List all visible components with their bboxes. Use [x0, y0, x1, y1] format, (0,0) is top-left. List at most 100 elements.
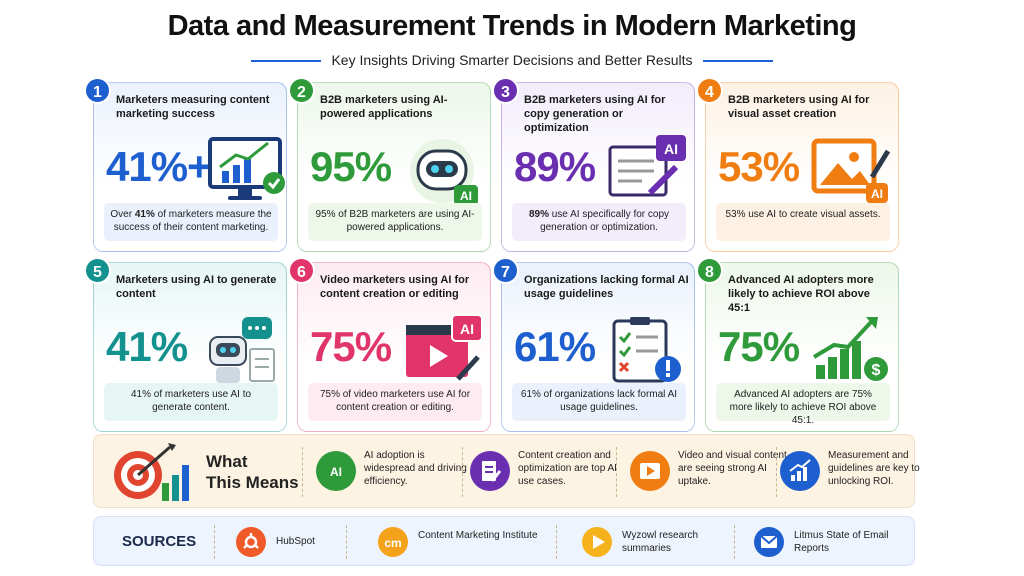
monitor-chart-icon — [208, 137, 285, 200]
robot-chat-icon — [209, 317, 275, 383]
target-chart-icon — [114, 443, 189, 501]
card-number: 2 — [288, 77, 315, 104]
card-description: Over 41% of marketers measure the succes… — [104, 203, 278, 241]
card-title: B2B marketers using AI-powered applicati… — [320, 94, 448, 120]
card-desc-bold: 41% — [134, 209, 155, 220]
what-this-means-title: What This Means — [206, 451, 299, 493]
card-description: 61% of organizations lack formal AI usag… — [512, 383, 686, 421]
card-percentage: 95% — [310, 143, 392, 190]
insight-text: AI adoption is widespread and driving ef… — [364, 450, 467, 487]
card-title: Video marketers using AI for content cre… — [320, 274, 470, 300]
card-desc-post: use AI specifically for copy generation … — [540, 209, 670, 233]
subtitle-rule-left — [251, 60, 322, 63]
subtitle-rule-right — [702, 60, 773, 63]
divider — [734, 525, 735, 559]
checklist-alert-icon — [612, 317, 681, 383]
card-description: 89% use AI specifically for copy generat… — [512, 203, 686, 241]
stat-card: 8 Advanced AI adopters more likely to ac… — [696, 257, 899, 432]
source-text: Content Marketing Institute — [418, 530, 538, 541]
card-percentage: 75% — [718, 323, 800, 370]
card-description: 41% of marketers use AI to generate cont… — [104, 383, 278, 421]
card-description: 75% of video marketers use AI for conten… — [308, 383, 482, 421]
card-percentage: 61% — [514, 323, 596, 370]
svg-text:AI: AI — [460, 321, 474, 337]
card-percentage: 53% — [718, 143, 800, 190]
svg-text:AI: AI — [871, 187, 883, 201]
source-text: HubSpot — [276, 536, 315, 547]
card-description: 53% use AI to create visual assets. — [716, 203, 890, 241]
card-desc-pre: 75% of video marketers use AI for conten… — [319, 389, 471, 413]
insight-text: Content creation and optimization are to… — [518, 450, 617, 487]
card-description: Advanced AI adopters are 75% more likely… — [716, 383, 890, 426]
stat-card: 6 Video marketers using AI for content c… — [288, 257, 491, 432]
card-title: Organizations lacking formal AI usage gu… — [524, 274, 689, 300]
divider — [616, 447, 617, 497]
stat-card: 7 Organizations lacking formal AI usage … — [492, 257, 695, 432]
source-text: Wyzowl research summaries — [622, 530, 699, 554]
card-percentage: 75% — [310, 323, 392, 370]
card-desc-pre: 95% of B2B marketers are using AI-powere… — [315, 209, 475, 233]
insight-text: Video and visual content are seeing stro… — [678, 450, 787, 487]
image-brush-icon: AI — [811, 138, 891, 203]
svg-text:$: $ — [872, 362, 881, 379]
card-number: 8 — [696, 257, 723, 284]
stat-card: 3 B2B marketers using AI for copy genera… — [492, 77, 695, 252]
svg-text:AI: AI — [460, 189, 472, 203]
card-number: 7 — [492, 257, 519, 284]
growth-chart-dollar-icon: $ — [812, 317, 888, 381]
card-desc-post: of marketers measure the success of thei… — [113, 209, 272, 233]
stat-card: 4 B2B marketers using AI for visual asse… — [696, 77, 899, 252]
what-this-means-panel: What This Means AI AI adoption is widesp… — [93, 434, 920, 508]
video-play-icon — [630, 451, 670, 491]
card-desc-pre: 53% use AI to create visual assets. — [725, 209, 881, 220]
sources-title: SOURCES — [122, 533, 197, 550]
card-percentage: 41%+ — [106, 143, 212, 190]
hubspot-logo-icon — [236, 527, 266, 557]
card-number: 1 — [84, 77, 111, 104]
stat-card: 2 B2B marketers using AI-powered applica… — [288, 77, 491, 252]
card-desc-pre: Advanced AI adopters are 75% more likely… — [729, 389, 877, 426]
ai-brain-icon: AI — [316, 451, 356, 491]
stat-card: 1 Marketers measuring content marketing … — [84, 77, 287, 252]
chart-arrow-icon — [780, 451, 820, 491]
card-percentage: 89% — [514, 143, 596, 190]
card-title: Marketers using AI to generate content — [116, 274, 277, 300]
card-number: 6 — [288, 257, 315, 284]
card-number: 3 — [492, 77, 519, 104]
stat-card: 5 Marketers using AI to generate content… — [84, 257, 287, 432]
card-desc-pre: 61% of organizations lack formal AI usag… — [520, 389, 678, 413]
card-title: B2B marketers using AI for copy generati… — [524, 94, 666, 134]
svg-text:AI: AI — [330, 465, 342, 479]
sources-panel: SOURCES HubSpot cm Content Marketing Inst… — [93, 516, 915, 566]
play-logo-icon — [582, 527, 612, 557]
cmi-logo-icon: cm — [378, 527, 408, 557]
subtitle: Key Insights Driving Smarter Decisions a… — [0, 52, 1024, 68]
card-number: 5 — [84, 257, 111, 284]
divider — [302, 447, 303, 497]
card-desc-pre: 41% of marketers use AI to generate cont… — [130, 389, 252, 413]
card-description: 95% of B2B marketers are using AI-powere… — [308, 203, 482, 241]
divider — [462, 447, 463, 497]
divider — [776, 447, 777, 497]
divider — [556, 525, 557, 559]
robot-ai-icon: AI — [410, 139, 478, 205]
means-title-line2: This Means — [206, 473, 299, 492]
video-ai-icon: AI — [406, 314, 483, 381]
email-icon — [754, 527, 784, 557]
document-ai-icon: AI — [608, 135, 686, 197]
svg-text:AI: AI — [664, 141, 678, 157]
document-pen-icon — [470, 451, 510, 491]
insight-text: Measurement and guidelines are key to un… — [828, 450, 920, 487]
subtitle-text: Key Insights Driving Smarter Decisions a… — [331, 52, 693, 68]
card-title: Marketers measuring content marketing su… — [116, 94, 270, 120]
divider — [214, 525, 215, 559]
card-desc-bold: 89% — [528, 209, 549, 220]
card-title: B2B marketers using AI for visual asset … — [728, 94, 870, 120]
means-title-line1: What — [206, 452, 248, 471]
card-desc-pre: Over — [110, 209, 135, 220]
source-text: Litmus State of Email Reports — [794, 530, 889, 554]
card-title: Advanced AI adopters more likely to achi… — [728, 274, 874, 314]
card-number: 4 — [696, 77, 723, 104]
svg-text:cm: cm — [384, 536, 401, 550]
page-title: Data and Measurement Trends in Modern Ma… — [167, 10, 857, 42]
